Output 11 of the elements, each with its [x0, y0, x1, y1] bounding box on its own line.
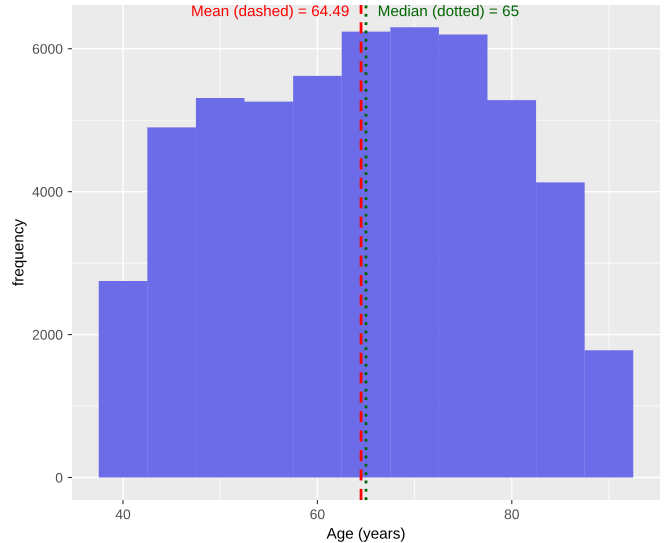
- y-tick-label: 2000: [32, 330, 62, 340]
- x-tick-label: 80: [504, 509, 519, 520]
- x-tick-label: 40: [116, 509, 130, 520]
- y-tick-label: 0: [56, 472, 62, 483]
- ref-line-label: Mean (dashed) = 64.49: [192, 5, 349, 20]
- y-tick-label: 6000: [32, 44, 62, 54]
- y-axis-title: frequency: [12, 218, 27, 286]
- y-tick-label: 4000: [32, 186, 62, 197]
- ref-line-label: Median (dotted) = 65: [378, 5, 518, 20]
- x-axis-title: Age (years): [326, 528, 405, 542]
- x-tick-label: 60: [310, 509, 325, 520]
